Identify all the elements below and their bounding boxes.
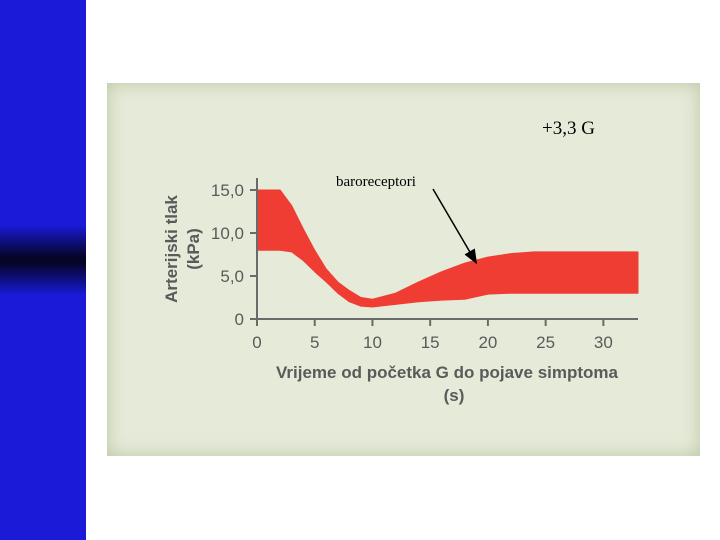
left-bar-dark-band	[0, 225, 86, 295]
arterial-pressure-chart: 0 5 10 15 20 25 30 0 5,0 10,0 15,0 Arterijski tlak…	[162, 118, 639, 405]
y-axis-title: Arterijski tlak	[162, 195, 181, 303]
baroreceptor-annotation: baroreceptori	[336, 174, 416, 190]
chart-marks	[256, 189, 639, 308]
y-tick-label: 5,0	[220, 267, 244, 286]
figure-panel: 0 5 10 15 20 25 30 0 5,0 10,0 15,0 Arterijski tlak…	[107, 83, 700, 456]
x-axis-title: Vrijeme od početka G do pojave simptoma	[276, 363, 619, 382]
left-decorative-bar	[0, 0, 86, 540]
x-tick-label: 0	[252, 333, 261, 352]
baroreceptor-arrow	[432, 188, 478, 265]
x-tick-label: 10	[363, 333, 382, 352]
y-tick-label: 15,0	[211, 181, 244, 200]
g-force-annotation: +3,3 G	[542, 118, 595, 139]
y-axis-unit: (kPa)	[184, 228, 203, 270]
x-tick-label: 30	[594, 333, 613, 352]
x-tick-label: 20	[478, 333, 497, 352]
x-tick-label: 15	[421, 333, 440, 352]
x-tick-label: 25	[536, 333, 555, 352]
pressure-range-band	[256, 189, 639, 308]
x-tick-label: 5	[310, 333, 319, 352]
y-tick-label: 0	[235, 310, 244, 329]
y-tick-label: 10,0	[211, 224, 244, 243]
axis-ticks: 0 5 10 15 20 25 30 0 5,0 10,0 15,0	[211, 181, 613, 352]
x-axis-unit: (s)	[444, 386, 465, 405]
